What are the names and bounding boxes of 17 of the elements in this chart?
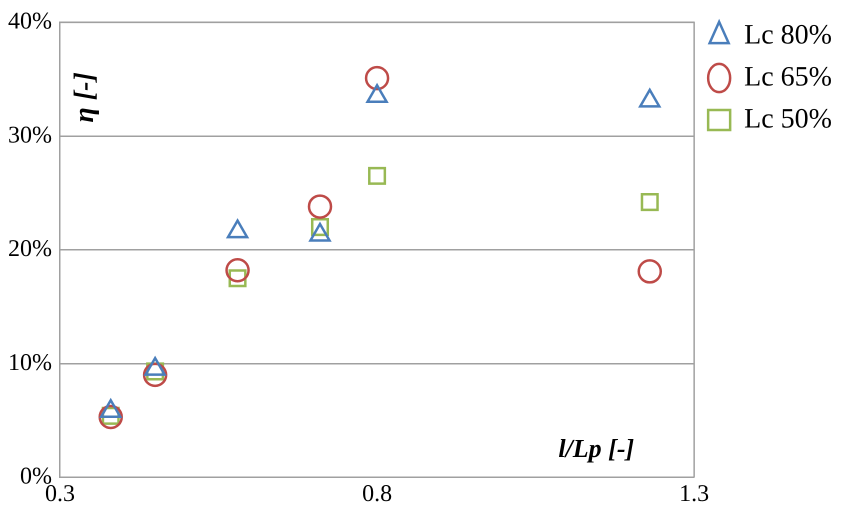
y-tick-label: 20% (8, 236, 52, 262)
point (640, 193, 659, 212)
point (638, 259, 662, 284)
y-tick-label: 40% (8, 8, 52, 35)
legend-label: Lc 80% (744, 19, 832, 50)
y-axis-title: η [-] (69, 72, 100, 123)
point (368, 166, 386, 185)
point (225, 258, 250, 283)
x-tick-label: 1.3 (679, 480, 710, 507)
legend-label: Lc 65% (744, 61, 832, 92)
x-tick-label: 0.8 (362, 480, 392, 507)
point (308, 194, 332, 219)
legend-label: Lc 50% (744, 103, 832, 134)
point (364, 66, 390, 90)
x-axis-title: l/Lp [-] (558, 434, 634, 463)
y-tick-label: 30% (8, 122, 52, 148)
y-tick-label: 10% (8, 350, 52, 376)
